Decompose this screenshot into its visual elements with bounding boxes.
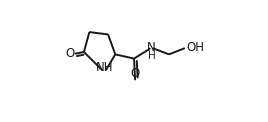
Text: H: H — [148, 51, 155, 61]
Text: NH: NH — [96, 61, 113, 74]
Text: N: N — [147, 41, 156, 54]
Text: O: O — [65, 47, 74, 60]
Text: OH: OH — [187, 41, 204, 54]
Text: O: O — [131, 67, 140, 80]
